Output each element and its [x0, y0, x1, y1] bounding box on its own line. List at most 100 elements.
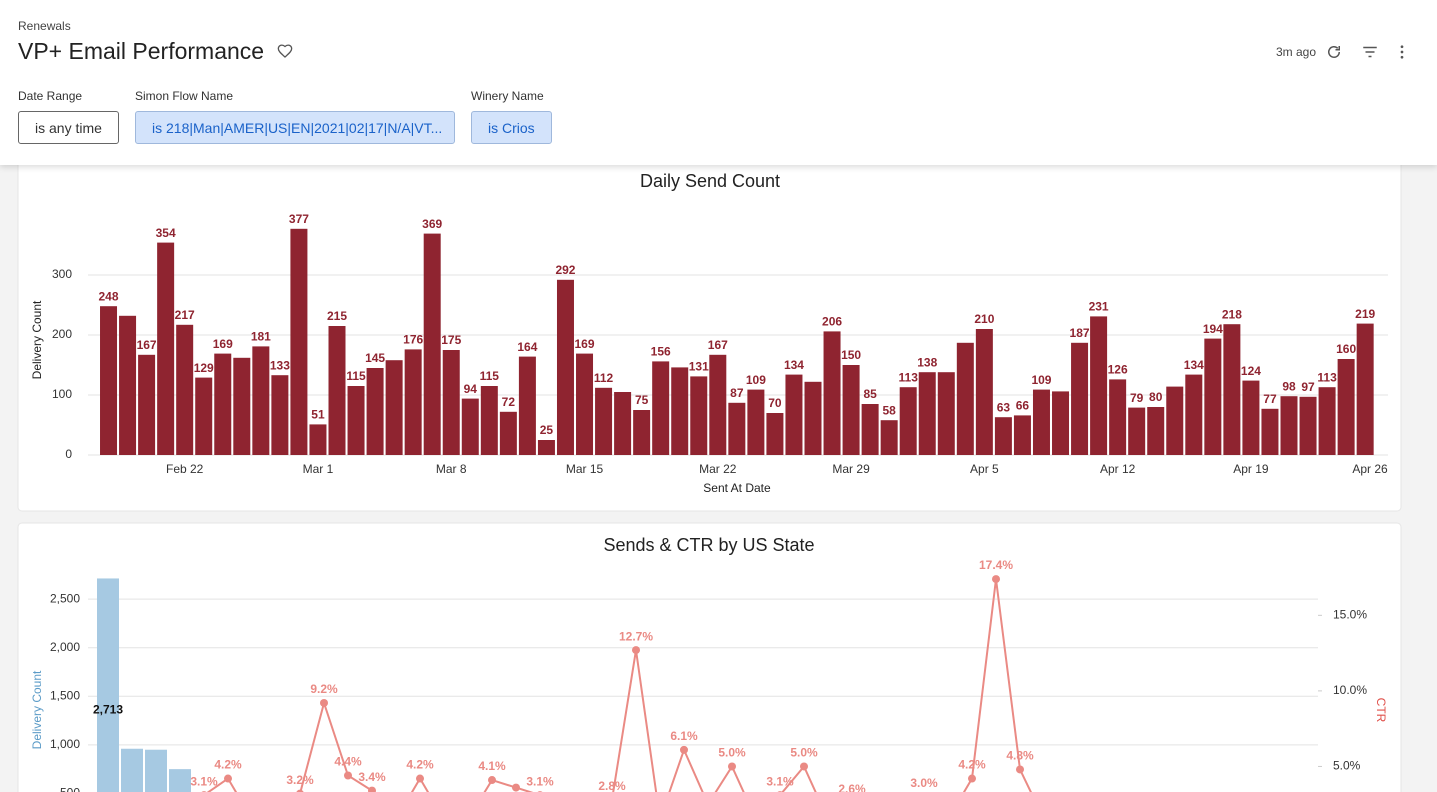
chart-title: Daily Send Count [640, 171, 780, 191]
y-tick-label: 2,000 [50, 640, 80, 654]
data-label: 51 [311, 408, 325, 422]
data-label: 79 [1130, 391, 1144, 405]
more-icon[interactable] [1393, 43, 1411, 61]
bar [290, 228, 308, 455]
x-tick-label: Feb 22 [166, 462, 204, 476]
x-tick-label: Mar 15 [566, 462, 604, 476]
bar [994, 417, 1012, 455]
data-label: 218 [1222, 307, 1242, 321]
favorite-icon[interactable] [277, 43, 293, 59]
bar [1280, 396, 1298, 455]
bar [1147, 407, 1165, 455]
data-label: 3.1% [766, 774, 794, 788]
x-tick-label: Apr 26 [1352, 462, 1388, 476]
point [368, 786, 376, 792]
y2-axis-title: CTR [1374, 698, 1388, 723]
point [416, 774, 424, 783]
bar [100, 306, 118, 455]
data-label: 377 [289, 212, 309, 226]
x-tick-label: Apr 12 [1100, 462, 1136, 476]
bar [138, 354, 156, 455]
data-label: 194 [1203, 322, 1223, 336]
data-label: 175 [441, 333, 461, 347]
point [224, 774, 232, 783]
point [992, 575, 1000, 584]
data-label: 210 [974, 312, 994, 326]
data-label: 12.7% [619, 629, 653, 643]
data-label: 369 [422, 217, 442, 231]
bar [880, 420, 898, 455]
y-tick-label: 1,000 [50, 737, 80, 751]
data-label: 5.0% [718, 746, 746, 760]
bar [1071, 342, 1089, 455]
bar [614, 392, 632, 455]
data-label: 98 [1282, 379, 1296, 393]
data-label: 126 [1108, 363, 1128, 377]
data-label: 113 [899, 370, 919, 384]
y-tick-label: 100 [52, 387, 72, 401]
filter-icon[interactable] [1361, 43, 1379, 61]
data-label: 167 [708, 338, 728, 352]
bar [145, 749, 167, 792]
data-label: 66 [1016, 399, 1030, 413]
bar [1337, 359, 1355, 455]
data-label: 150 [841, 348, 861, 362]
bar [169, 769, 191, 792]
filter-value[interactable]: is Crios [471, 111, 552, 144]
data-label: 219 [1355, 307, 1375, 321]
point [320, 698, 328, 707]
bar [366, 368, 384, 455]
bar [918, 372, 936, 455]
bar [518, 356, 536, 455]
data-label: 3.4% [358, 770, 386, 784]
filter-value[interactable]: is 218|Man|AMER|US|EN|2021|02|17|N/A|VT.… [135, 111, 455, 144]
bar [899, 387, 917, 455]
data-label: 97 [1301, 380, 1315, 394]
point [488, 776, 496, 785]
x-tick-label: Mar 29 [832, 462, 870, 476]
data-label: 17.4% [979, 558, 1013, 572]
data-label: 70 [768, 396, 782, 410]
data-label: 134 [784, 358, 804, 372]
x-tick-label: Mar 22 [699, 462, 737, 476]
data-label: 231 [1089, 300, 1109, 314]
bar [461, 398, 479, 455]
data-label: 129 [194, 361, 214, 375]
point [296, 789, 304, 792]
bar [423, 233, 441, 455]
data-label: 2,713 [93, 702, 123, 716]
bar [576, 353, 594, 455]
data-label: 109 [746, 373, 766, 387]
filter: Date Range is any time [18, 89, 119, 144]
bar [728, 402, 746, 455]
bar [1128, 407, 1146, 455]
y-tick-label: 0 [65, 447, 72, 461]
bar [404, 349, 422, 455]
bar [233, 357, 251, 455]
filter-value[interactable]: is any time [18, 111, 119, 144]
bar [271, 375, 289, 455]
data-label: 112 [594, 371, 614, 385]
data-label: 4.1% [478, 759, 506, 773]
bar [1356, 323, 1374, 455]
data-label: 164 [517, 340, 537, 354]
chart-card [17, 149, 1402, 512]
data-label: 176 [403, 333, 423, 347]
data-label: 156 [651, 345, 671, 359]
breadcrumb[interactable]: Renewals [18, 19, 71, 33]
filter: Simon Flow Name is 218|Man|AMER|US|EN|20… [135, 89, 455, 144]
refresh-icon[interactable] [1325, 43, 1343, 61]
data-label: 181 [251, 330, 271, 344]
data-label: 3.0% [910, 776, 938, 790]
data-label: 4.2% [958, 758, 986, 772]
data-label: 133 [270, 358, 290, 372]
bar [252, 346, 270, 455]
bar [480, 386, 498, 455]
y2-tick-label: 10.0% [1333, 683, 1367, 697]
data-label: 87 [730, 386, 744, 400]
bar [121, 748, 143, 792]
bar [1242, 380, 1260, 455]
bar [823, 331, 841, 455]
bar [1013, 415, 1031, 455]
